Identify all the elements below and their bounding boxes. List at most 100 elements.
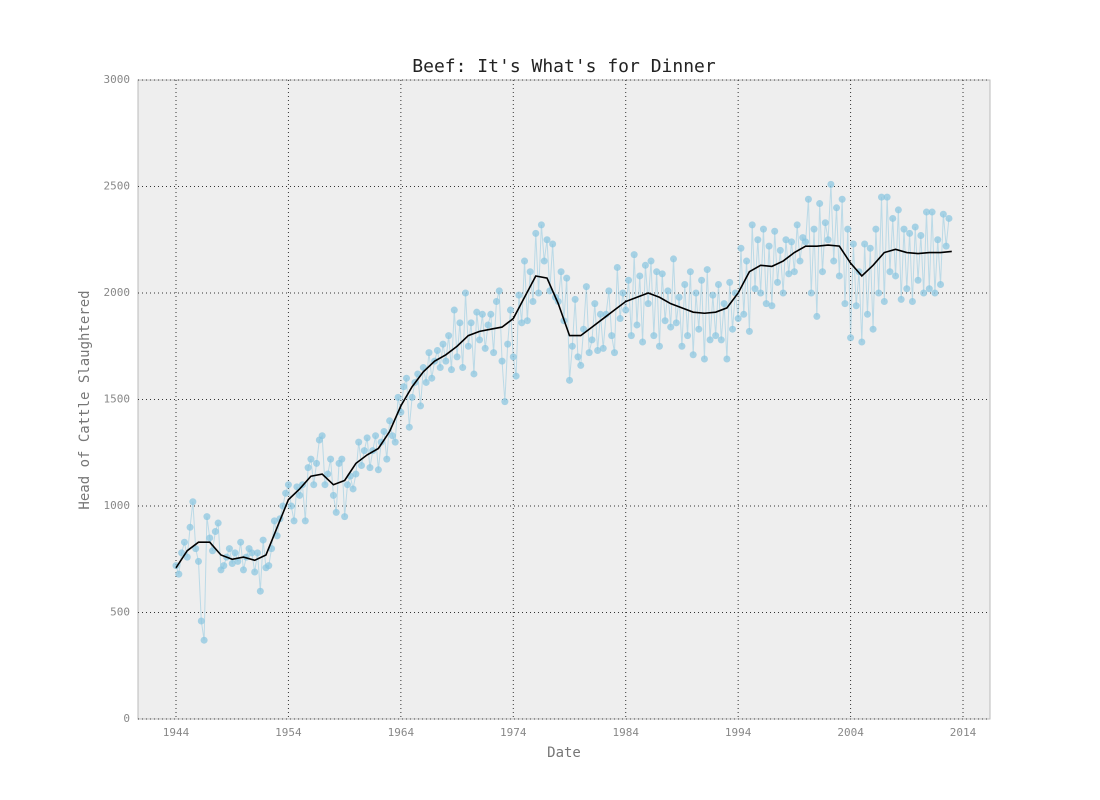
data-point [391, 438, 399, 446]
data-point [417, 402, 425, 410]
data-point [372, 432, 380, 440]
series-line-light [175, 184, 950, 641]
data-point [709, 291, 717, 299]
data-point [358, 462, 366, 470]
data-point [937, 280, 945, 288]
data-point [672, 319, 680, 327]
data-point [914, 276, 922, 284]
data-point [667, 323, 675, 331]
data-point [684, 332, 692, 340]
data-point [304, 464, 312, 472]
data-point [695, 325, 703, 333]
data-point [239, 566, 247, 574]
data-point [394, 393, 402, 401]
data-point [796, 257, 804, 265]
data-point [498, 357, 506, 365]
data-point [580, 325, 588, 333]
data-point [717, 336, 725, 344]
data-point [625, 276, 633, 284]
data-point [290, 517, 298, 525]
data-point [838, 195, 846, 203]
data-point [231, 549, 239, 557]
data-point [689, 351, 697, 359]
data-point [591, 300, 599, 308]
data-point [442, 357, 450, 365]
data-point [745, 327, 753, 335]
data-point [509, 353, 517, 361]
data-point [880, 298, 888, 306]
data-point [332, 508, 340, 516]
data-point [917, 231, 925, 239]
data-point [464, 342, 472, 350]
data-point [785, 270, 793, 278]
data-point [928, 208, 936, 216]
data-point [779, 289, 787, 297]
data-point [835, 272, 843, 280]
data-point [886, 268, 894, 276]
data-point [453, 353, 461, 361]
data-point [863, 310, 871, 318]
y-tick-label: 500 [110, 606, 130, 619]
data-point [470, 370, 478, 378]
data-point [768, 302, 776, 310]
data-point [225, 545, 233, 553]
data-point [203, 513, 211, 521]
data-point [627, 332, 635, 340]
data-point [307, 455, 315, 463]
data-point [622, 306, 630, 314]
data-point [596, 310, 604, 318]
data-point [841, 300, 849, 308]
data-point [903, 285, 911, 293]
data-point [849, 240, 857, 248]
data-point [282, 489, 290, 497]
data-point [408, 393, 416, 401]
data-point [824, 236, 832, 244]
x-tick-label: 1944 [163, 726, 190, 739]
x-tick-label: 1974 [500, 726, 527, 739]
data-point [374, 466, 382, 474]
data-point [388, 432, 396, 440]
data-point [425, 349, 433, 357]
data-point [197, 617, 205, 625]
data-point [765, 242, 773, 250]
data-point [816, 200, 824, 208]
data-point [515, 291, 523, 299]
data-point [192, 545, 200, 553]
x-axis-label: Date [547, 745, 581, 761]
data-point [287, 502, 295, 510]
x-tick-label: 2014 [950, 726, 977, 739]
data-point [908, 298, 916, 306]
data-point [380, 427, 388, 435]
data-point [532, 229, 540, 237]
data-point [686, 268, 694, 276]
data-point [363, 434, 371, 442]
data-point [658, 270, 666, 278]
data-point [714, 280, 722, 288]
data-point [726, 278, 734, 286]
data-point [540, 257, 548, 265]
data-point [200, 636, 208, 644]
data-point [821, 219, 829, 227]
y-tick-label: 1500 [104, 393, 131, 406]
data-point [459, 364, 467, 372]
data-point [650, 332, 658, 340]
data-point [776, 246, 784, 254]
data-point [478, 310, 486, 318]
data-point [619, 289, 627, 297]
data-point [549, 240, 557, 248]
data-point [771, 227, 779, 235]
data-point [883, 193, 891, 201]
data-point [906, 229, 914, 237]
data-point [318, 432, 326, 440]
data-point [366, 464, 374, 472]
data-point [234, 557, 242, 565]
data-point [875, 289, 883, 297]
data-point [259, 536, 267, 544]
data-point [360, 447, 368, 455]
data-point [743, 257, 751, 265]
data-point [818, 268, 826, 276]
y-tick-label: 1000 [104, 499, 131, 512]
data-point [897, 295, 905, 303]
